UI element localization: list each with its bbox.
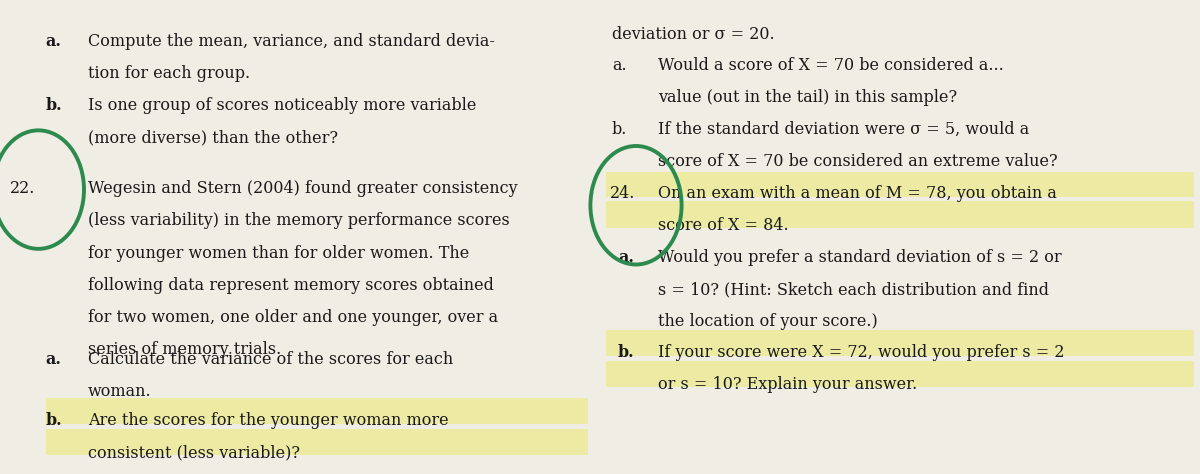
Text: for younger women than for older women. The: for younger women than for older women. … (88, 245, 469, 262)
Text: or s = 10? Explain your answer.: or s = 10? Explain your answer. (658, 376, 917, 393)
Text: 24.: 24. (610, 185, 635, 202)
Text: If the standard deviation were σ = 5, would a: If the standard deviation were σ = 5, wo… (658, 121, 1028, 138)
Bar (46, 398, 588, 424)
Text: Calculate the variance of the scores for each: Calculate the variance of the scores for… (88, 351, 452, 368)
Text: 22.: 22. (10, 180, 35, 197)
Bar (606, 172, 1194, 197)
Text: Would you prefer a standard deviation of s = 2 or: Would you prefer a standard deviation of… (658, 249, 1061, 266)
Text: a.: a. (46, 33, 61, 50)
Text: b.: b. (612, 121, 628, 138)
Text: series of memory trials.: series of memory trials. (88, 341, 281, 358)
Text: (less variability) in the memory performance scores: (less variability) in the memory perform… (88, 212, 509, 229)
Text: a.: a. (618, 249, 634, 266)
Text: woman.: woman. (88, 383, 151, 400)
Text: If your score were X = 72, would you prefer s = 2: If your score were X = 72, would you pre… (658, 344, 1064, 361)
Text: s = 10? (Hint: Sketch each distribution and find: s = 10? (Hint: Sketch each distribution … (658, 281, 1049, 298)
Text: a.: a. (612, 57, 626, 74)
Text: a.: a. (46, 351, 61, 368)
Text: On an exam with a mean of M = 78, you obtain a: On an exam with a mean of M = 78, you ob… (658, 185, 1056, 202)
Bar (606, 201, 1194, 228)
Text: Wegesin and Stern (2004) found greater consistency: Wegesin and Stern (2004) found greater c… (88, 180, 517, 197)
Text: deviation or σ = 20.: deviation or σ = 20. (612, 26, 775, 43)
Text: score of X = 84.: score of X = 84. (658, 217, 788, 234)
Text: score of X = 70 be considered an extreme value?: score of X = 70 be considered an extreme… (658, 153, 1057, 170)
Bar (606, 361, 1194, 387)
Text: b.: b. (618, 344, 635, 361)
Text: following data represent memory scores obtained: following data represent memory scores o… (88, 277, 493, 294)
Text: Compute the mean, variance, and standard devia-: Compute the mean, variance, and standard… (88, 33, 494, 50)
Bar (606, 330, 1194, 356)
Text: Is one group of scores noticeably more variable: Is one group of scores noticeably more v… (88, 97, 476, 114)
Text: tion for each group.: tion for each group. (88, 65, 250, 82)
Text: the location of your score.): the location of your score.) (658, 313, 877, 330)
Text: Would a score of X = 70 be considered a...: Would a score of X = 70 be considered a.… (658, 57, 1003, 74)
Text: (more diverse) than the other?: (more diverse) than the other? (88, 129, 337, 146)
Text: for two women, one older and one younger, over a: for two women, one older and one younger… (88, 309, 498, 326)
Bar (46, 429, 588, 455)
Text: Are the scores for the younger woman more: Are the scores for the younger woman mor… (88, 412, 449, 429)
Text: value (out in the tail) in this sample?: value (out in the tail) in this sample? (658, 89, 956, 106)
Text: b.: b. (46, 97, 62, 114)
Text: consistent (less variable)?: consistent (less variable)? (88, 445, 300, 462)
Text: b.: b. (46, 412, 62, 429)
